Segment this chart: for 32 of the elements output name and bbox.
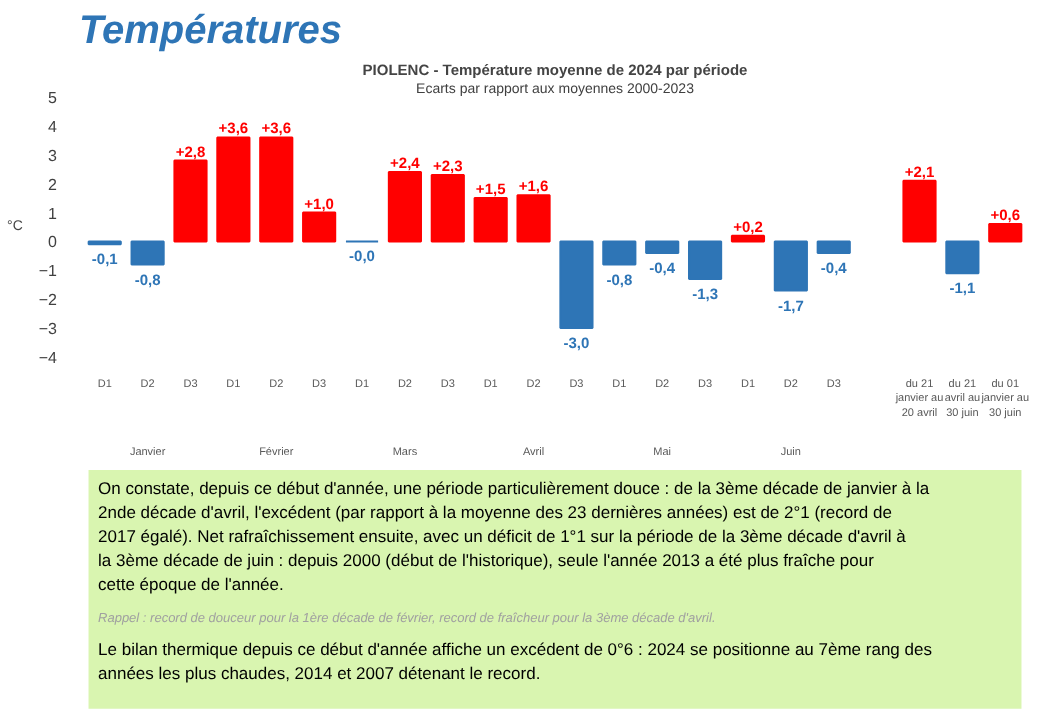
y-tick-label: −1 <box>38 262 59 281</box>
bar <box>773 240 808 292</box>
y-tick-label: 4 <box>48 117 59 136</box>
bar <box>602 240 637 266</box>
bar <box>173 159 208 243</box>
y-tick-label: 5 <box>48 89 59 107</box>
y-tick-label: 2 <box>48 175 59 194</box>
bar <box>688 240 723 280</box>
y-tick-label: 0 <box>48 233 59 252</box>
y-tick-label: −2 <box>38 291 59 310</box>
bar <box>259 136 294 243</box>
y-tick-label: −3 <box>38 320 59 339</box>
bar <box>730 234 766 243</box>
bar <box>645 240 680 254</box>
bar <box>559 240 594 330</box>
bar <box>216 136 251 243</box>
bar <box>988 223 1023 243</box>
y-tick-label: −4 <box>38 349 59 367</box>
y-tick-label: 1 <box>48 204 59 223</box>
text: Le bilan thermique depuis ce début d'année affiche un excédent de 0°6 : 2024 se positionne au 7ème rang des années les plus chaudes, 2014 et 2007 détenant le record. <box>98 638 932 683</box>
bar <box>473 197 508 243</box>
bar <box>387 171 422 243</box>
bar <box>902 179 937 243</box>
bar <box>430 174 465 243</box>
bar <box>516 194 551 243</box>
bar <box>816 240 851 254</box>
text: Températures <box>79 9 343 53</box>
text: On constate, depuis ce début d'année, une période particulièrement douce : de la 3ème décade de janvier à la 2nde décade d'avril, l'excédent (par rapport à la moyenne des 23 dernières années) est de 2°1 (record de 2017 égalé). Net rafraîchissement ensuite, avec un déficit de 1°1 sur la période de la 3ème décade d'avril à la 3ème décade de juin : depuis 2000 (début de l'historique), seule l'année 2013 a été plus fraîche pour cette époque de l'année. <box>98 477 930 594</box>
y-tick-label: 3 <box>48 146 59 165</box>
bar <box>302 211 337 243</box>
bar <box>130 240 165 266</box>
bar <box>945 240 980 275</box>
